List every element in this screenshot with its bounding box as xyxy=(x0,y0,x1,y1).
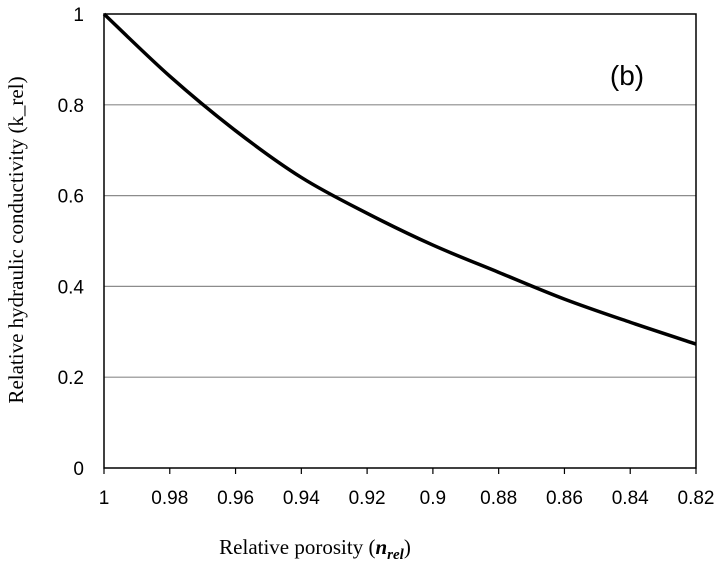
x-axis-ticks xyxy=(103,468,697,474)
y-tick-label: 0.2 xyxy=(58,368,84,389)
x-axis-title-subscript: rel xyxy=(387,547,404,561)
x-axis-title-close: ) xyxy=(404,535,411,559)
y-tick-label: 0 xyxy=(73,459,84,480)
y-tick-label: 0.4 xyxy=(58,277,85,298)
panel-label: (b) xyxy=(610,60,644,91)
series-group xyxy=(102,12,697,346)
x-tick-label: 0.96 xyxy=(217,488,254,509)
plot-frame xyxy=(103,13,697,469)
x-axis-tick-labels: 1 0.98 0.96 0.94 0.92 0.9 0.88 0.86 0.84 0.82 xyxy=(99,488,715,509)
x-tick-label: 0.98 xyxy=(151,488,188,509)
x-axis-title: Relative porosity (nrel) xyxy=(219,535,411,561)
y-tick-label: 0.6 xyxy=(58,187,84,208)
x-tick-label: 0.82 xyxy=(678,488,715,509)
y-axis-title: Relative hydraulic conductivity (k_rel) xyxy=(4,76,28,403)
x-tick-label: 0.94 xyxy=(283,488,320,509)
x-tick-label: 1 xyxy=(99,488,110,509)
x-tick-label: 0.86 xyxy=(546,488,583,509)
grid-lines xyxy=(104,104,696,378)
x-axis-title-main: Relative porosity ( xyxy=(219,535,375,559)
x-tick-label: 0.84 xyxy=(612,488,649,509)
x-axis-title-symbol: n xyxy=(375,535,387,559)
x-tick-label: 0.88 xyxy=(480,488,517,509)
y-tick-label: 0.8 xyxy=(58,96,84,117)
x-tick-label: 0.9 xyxy=(420,488,446,509)
y-axis-tick-labels: 0 0.2 0.4 0.6 0.8 1 xyxy=(58,5,85,480)
y-tick-label: 1 xyxy=(73,5,84,26)
series-line-0 xyxy=(102,12,697,346)
x-tick-label: 0.92 xyxy=(349,488,386,509)
